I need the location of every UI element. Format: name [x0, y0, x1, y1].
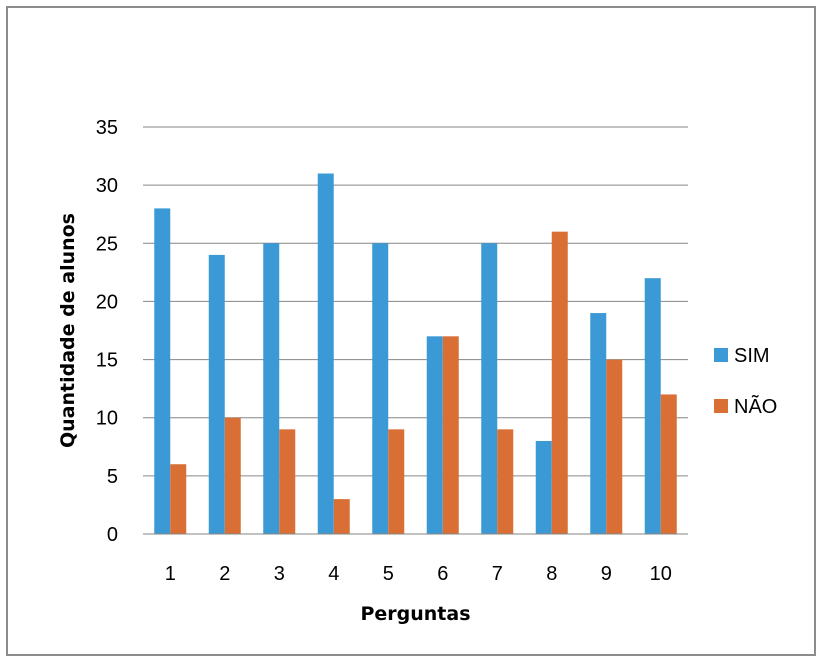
legend-swatch-nao [714, 399, 728, 413]
bar-sim [535, 440, 552, 534]
x-tick-label: 2 [219, 563, 230, 585]
x-tick-label: 9 [601, 563, 612, 585]
x-tick-label: 1 [165, 563, 176, 585]
bar-sim [644, 278, 661, 534]
y-tick-label: 0 [107, 524, 118, 546]
bar-sim [154, 208, 171, 534]
y-tick-label: 5 [107, 466, 118, 488]
x-tick-label: 5 [383, 563, 394, 585]
legend-label-sim: SIM [734, 345, 770, 367]
x-tick-label: 7 [492, 563, 503, 585]
bar-sim [208, 254, 225, 534]
y-tick-label: 15 [96, 350, 118, 372]
bars [154, 173, 677, 535]
bar-nao [606, 359, 623, 534]
y-tick-label: 20 [96, 291, 118, 313]
bar-nao [388, 429, 405, 534]
bar-nao [497, 429, 514, 534]
bar-nao [551, 231, 568, 534]
x-tick-label: 6 [437, 563, 448, 585]
x-tick-labels: 1 2 3 4 5 6 7 8 9 10 [165, 563, 672, 585]
x-tick-label: 3 [274, 563, 285, 585]
x-axis-title: Perguntas [360, 603, 470, 625]
bar-nao [660, 394, 677, 534]
x-tick-label: 4 [328, 563, 339, 585]
y-tick-label: 35 [96, 117, 118, 139]
y-tick-label: 25 [96, 233, 118, 255]
bar-sim [317, 173, 334, 534]
y-tick-labels: 0 5 10 15 20 25 30 35 [96, 117, 118, 546]
bar-nao [333, 499, 350, 534]
bar-nao [442, 336, 459, 534]
bar-sim [426, 336, 443, 534]
bar-nao [224, 417, 241, 534]
y-tick-label: 10 [96, 408, 118, 430]
bar-nao [170, 464, 187, 534]
y-tick-label: 30 [96, 175, 118, 197]
bar-sim [481, 243, 498, 535]
x-tick-label: 10 [650, 563, 672, 585]
legend-label-nao: NÃO [734, 394, 777, 418]
legend: SIM NÃO [714, 345, 777, 418]
y-axis-title: Quantidade de alunos [57, 213, 79, 448]
legend-swatch-sim [714, 348, 728, 362]
x-tick-label: 8 [546, 563, 557, 585]
bar-nao [279, 429, 296, 534]
chart-frame [6, 6, 816, 656]
bar-sim [590, 313, 607, 534]
bar-sim [372, 243, 389, 535]
bar-sim [263, 243, 280, 535]
